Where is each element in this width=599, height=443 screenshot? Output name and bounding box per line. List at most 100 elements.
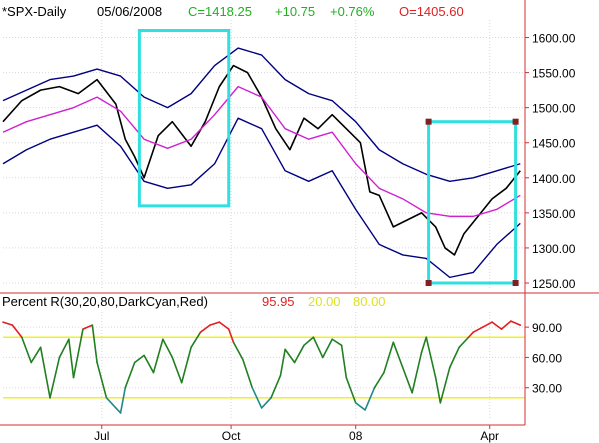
percent-r-segment-54 — [467, 331, 475, 339]
percent-r-segment-5 — [49, 356, 61, 399]
indicator-reference-lines — [3, 336, 525, 399]
percent-r-segment-50 — [434, 376, 442, 404]
percent-r-segment-32 — [279, 348, 286, 377]
percent-r-segment-38 — [331, 338, 343, 347]
highlight-boxes — [137, 29, 519, 286]
close-label: C=1418.25 — [188, 4, 252, 19]
price-ytick-label-4: 1400.00 — [532, 172, 576, 186]
pct-change-label: +0.76% — [330, 4, 375, 19]
indicator-ytick-label-2: 30.00 — [532, 382, 562, 396]
percent-r-segment-25 — [218, 321, 230, 330]
percent-r-segment-16 — [133, 354, 145, 364]
percent-r-segment-45 — [392, 341, 404, 369]
xtick-label-2: 08 — [349, 429, 363, 443]
percent-r-segment-47 — [411, 351, 423, 394]
percent-r-segment-36 — [312, 336, 324, 359]
percent-r-segment-55 — [472, 326, 484, 333]
percent-r-segment-53 — [458, 336, 470, 349]
percent-r-segment-17 — [143, 354, 155, 374]
percent-r-segment-34 — [293, 344, 305, 364]
percent-r-segment-12 — [105, 397, 117, 409]
percent-r-segment-9 — [82, 324, 94, 330]
percent-r-segment-10 — [91, 324, 98, 364]
percent-r-segment-7 — [68, 338, 75, 379]
indicator-series-group — [2, 320, 522, 414]
indicator-ytick-label-0: 90.00 — [532, 321, 562, 335]
percent-r-segment-33 — [284, 348, 296, 364]
percent-r-segment-20 — [171, 356, 183, 384]
price-ytick-label-3: 1450.00 — [532, 137, 576, 151]
highlight-box-handle-2 — [425, 279, 432, 286]
percent-r-segment-2 — [21, 336, 33, 364]
price-ytick-label-2: 1500.00 — [532, 102, 576, 116]
axes — [0, 0, 599, 429]
indicator-label: Percent R(30,20,80,DarkCyan,Red) — [2, 294, 208, 309]
percent-r-segment-30 — [260, 397, 272, 409]
percent-r-segment-58 — [500, 320, 512, 330]
percent-r-segment-44 — [383, 341, 395, 374]
series-lower-band — [2, 117, 521, 279]
percent-r-segment-14 — [119, 386, 127, 414]
series-moving-average — [2, 85, 521, 218]
price-ytick-label-1: 1550.00 — [532, 67, 576, 81]
price-ytick-label-7: 1250.00 — [532, 277, 576, 291]
symbol-label: *SPX-Daily — [2, 4, 67, 19]
open-label: O=1405.60 — [399, 4, 464, 19]
percent-r-segment-42 — [364, 386, 376, 411]
percent-r-segment-46 — [401, 366, 413, 394]
percent-r-segment-51 — [439, 366, 451, 404]
indicator-value-label: 95.95 — [262, 294, 295, 309]
date-label: 05/06/2008 — [97, 4, 162, 19]
percent-r-segment-6 — [58, 338, 70, 359]
percent-r-segment-43 — [373, 371, 385, 389]
percent-r-segment-1 — [11, 324, 23, 339]
percent-r-segment-41 — [354, 402, 366, 411]
percent-r-segment-18 — [152, 338, 164, 374]
tick-labels: 1600.00 1550.00 1500.00 1450.00 1400.00 1350.… — [94, 32, 576, 443]
percent-r-segment-24 — [209, 321, 221, 326]
price-series-group — [2, 47, 521, 279]
percent-r-segment-22 — [190, 331, 202, 349]
percent-r-segment-31 — [270, 374, 282, 399]
indicator-ytick-label-1: 60.00 — [532, 351, 562, 365]
change-label: +10.75 — [275, 4, 315, 19]
percent-r-segment-15 — [124, 361, 136, 389]
price-ytick-label-5: 1350.00 — [532, 207, 576, 221]
highlight-box-handle-3 — [512, 279, 519, 286]
price-gridlines — [3, 20, 525, 290]
xtick-label-0: Jul — [94, 429, 109, 443]
percent-r-segment-56 — [481, 321, 493, 328]
percent-r-segment-0 — [2, 321, 14, 326]
percent-r-segment-21 — [180, 346, 192, 384]
highlight-box-1 — [427, 120, 518, 285]
percent-r-segment-40 — [345, 376, 357, 404]
percent-r-segment-48 — [420, 336, 428, 354]
percent-r-segment-3 — [30, 346, 42, 364]
price-ytick-label-6: 1300.00 — [532, 242, 576, 256]
price-ytick-label-0: 1600.00 — [532, 32, 576, 46]
percent-r-segment-49 — [425, 336, 437, 379]
indicator-low-label: 20.00 — [308, 294, 341, 309]
highlight-box-0 — [137, 29, 231, 208]
percent-r-segment-29 — [251, 386, 263, 409]
percent-r-segment-35 — [303, 336, 315, 347]
highlight-box-handle-0 — [425, 118, 432, 125]
percent-r-segment-4 — [39, 346, 51, 399]
highlight-box-handle-1 — [512, 118, 519, 125]
percent-r-segment-57 — [491, 321, 503, 330]
percent-r-segment-19 — [162, 338, 174, 359]
indicator-gridlines — [3, 312, 525, 418]
percent-r-segment-23 — [199, 324, 211, 333]
series-close — [2, 64, 521, 256]
percent-r-segment-39 — [340, 344, 348, 379]
percent-r-segment-8 — [72, 328, 84, 379]
series-upper-band — [2, 47, 521, 182]
indicator-high-label: 80.00 — [353, 294, 386, 309]
percent-r-segment-52 — [448, 346, 460, 369]
percent-r-segment-28 — [242, 358, 254, 389]
percent-r-segment-37 — [321, 338, 333, 359]
percent-r-segment-11 — [96, 361, 108, 399]
percent-r-segment-27 — [232, 341, 244, 361]
percent-r-segment-59 — [510, 320, 522, 326]
